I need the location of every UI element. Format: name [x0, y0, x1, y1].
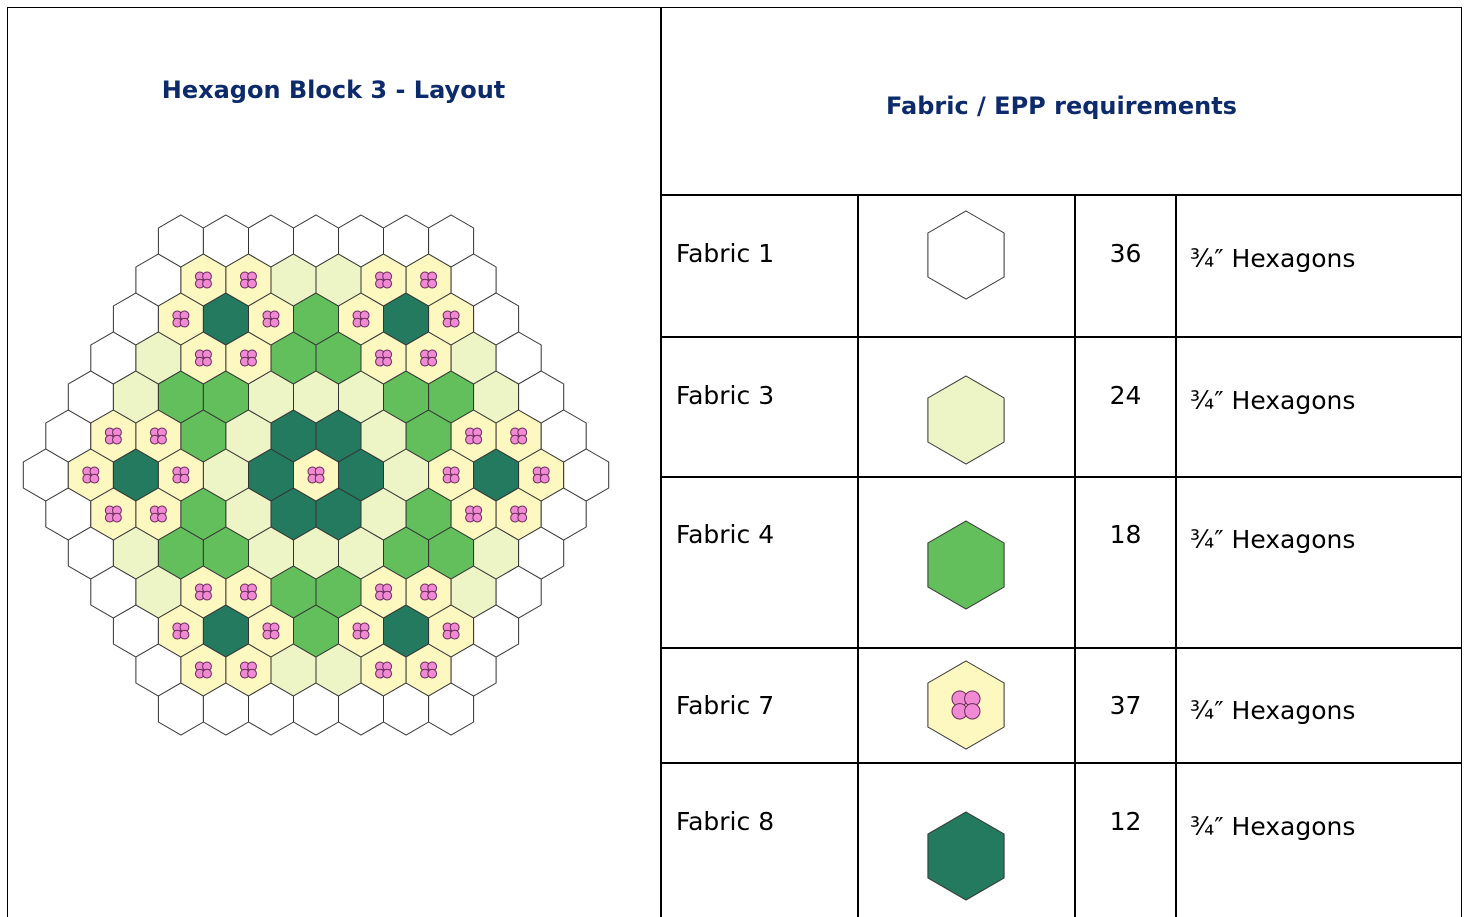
flower-petal [157, 512, 167, 523]
flower-petal [517, 512, 528, 523]
divider [857, 195, 859, 917]
layout-title: Hexagon Block 3 - Layout [161, 76, 506, 104]
fabric-name: Fabric 4 [676, 520, 775, 549]
flower-petal [179, 629, 190, 640]
flower-petal [112, 512, 122, 523]
divider [660, 194, 1462, 196]
flower-petal [449, 317, 460, 328]
flower-petal [269, 317, 280, 328]
hexagon-count: 18 [1109, 520, 1142, 549]
flower-petal [359, 317, 370, 328]
flower-petal [269, 629, 280, 640]
divider [660, 336, 1462, 338]
hexagon-count: 12 [1109, 807, 1142, 836]
table-frame [7, 7, 1462, 917]
fabric-swatch [927, 520, 1005, 610]
flower-petal [539, 473, 550, 484]
flower-petal [314, 473, 325, 484]
fabric-swatch [927, 210, 1005, 300]
flower-petal [427, 278, 438, 289]
fabric-swatch [927, 811, 1005, 901]
swatch-hexagon [927, 660, 1005, 750]
hexagon-layout [22, 214, 610, 736]
flower-petal [89, 473, 100, 484]
flower-petal [247, 590, 257, 601]
flower-petal [382, 668, 393, 679]
unit: ¾″ Hexagons [1190, 696, 1356, 725]
flower-petal [202, 590, 212, 601]
flower-petal [202, 278, 212, 289]
flower-petal [247, 356, 257, 367]
hexagon-count: 37 [1109, 691, 1142, 720]
flower-petal [427, 668, 438, 679]
flower-petal [427, 590, 438, 601]
unit: ¾″ Hexagons [1190, 812, 1356, 841]
flower-petal [202, 668, 212, 679]
flower-petal [202, 356, 212, 367]
unit: ¾″ Hexagons [1190, 525, 1356, 554]
fabric-name: Fabric 1 [676, 239, 775, 268]
swatch-hexagon [927, 375, 1005, 465]
hexagon [563, 448, 610, 502]
divider [1175, 195, 1177, 917]
flower-petal [427, 356, 438, 367]
flower-petal [449, 629, 460, 640]
divider [660, 647, 1462, 649]
fabric-name: Fabric 7 [676, 691, 775, 720]
divider [1074, 195, 1076, 917]
flower-petal [247, 278, 257, 289]
flower-petal [472, 434, 483, 445]
hexagon-count: 36 [1109, 239, 1142, 268]
swatch-hexagon [927, 520, 1005, 610]
fabric-name: Fabric 3 [676, 381, 775, 410]
divider [660, 762, 1462, 764]
flower-petal [247, 668, 257, 679]
divider [660, 476, 1462, 478]
flower-petal [382, 278, 393, 289]
flower-petal [179, 473, 190, 484]
flower-petal [382, 356, 393, 367]
swatch-hexagon [927, 811, 1005, 901]
flower-petal [517, 434, 528, 445]
flower-petal [179, 317, 190, 328]
divider [660, 7, 662, 917]
flower-petal [359, 629, 370, 640]
fabric-name: Fabric 8 [676, 807, 775, 836]
flower-petal [157, 434, 167, 445]
fabric-swatch [927, 375, 1005, 465]
flower-petal [472, 512, 483, 523]
unit: ¾″ Hexagons [1190, 244, 1356, 273]
flower-petal [112, 434, 122, 445]
fabric-swatch [927, 660, 1005, 750]
unit: ¾″ Hexagons [1190, 386, 1356, 415]
swatch-hexagon [927, 210, 1005, 300]
requirements-title: Fabric / EPP requirements [886, 92, 1237, 120]
flower-petal [382, 590, 393, 601]
flower-petal [449, 473, 460, 484]
hexagon-count: 24 [1109, 381, 1142, 410]
flower-petal [964, 703, 981, 720]
